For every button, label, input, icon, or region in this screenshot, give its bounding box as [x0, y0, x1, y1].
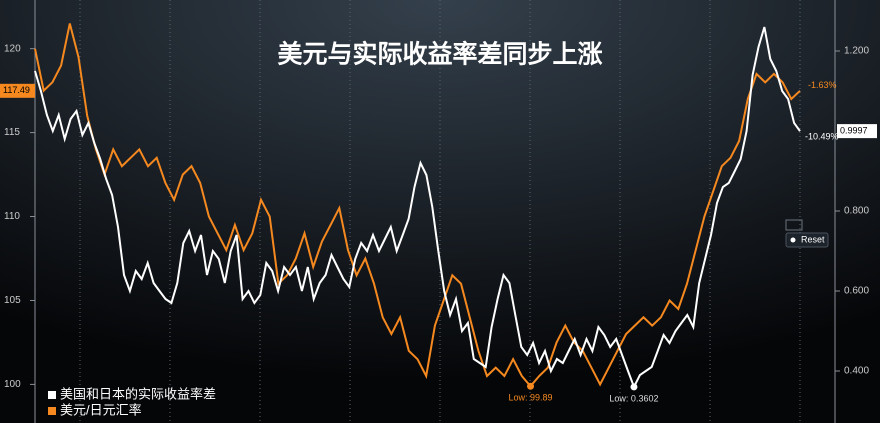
low-label: Low: 99.89	[508, 393, 552, 403]
reset-label[interactable]: Reset	[801, 234, 825, 244]
y-tick-label: 110	[4, 211, 20, 222]
series-line	[34, 23, 801, 388]
legend-label: 美国和日本的实际收益率差	[60, 386, 216, 401]
y-tick-label: 100	[4, 379, 21, 390]
last-label: 0.9997	[840, 125, 868, 135]
reset-icon[interactable]	[790, 237, 796, 243]
y2-tick-label: 0.800	[844, 206, 869, 217]
low-marker	[527, 382, 535, 390]
legend-label: 美元/日元汇率	[60, 402, 142, 417]
y-tick-label: 115	[4, 127, 20, 138]
low-marker	[630, 383, 638, 391]
last-box	[0, 83, 35, 98]
last-label: 117.49	[3, 85, 30, 95]
legend-swatch	[48, 391, 56, 399]
last-box	[837, 124, 877, 139]
y2-tick-label: 0.600	[844, 286, 869, 297]
series-line	[34, 26, 801, 390]
chart-icon	[785, 219, 803, 231]
low-label: Low: 0.3602	[609, 393, 658, 403]
legend-swatch	[48, 407, 56, 415]
y2-tick-label: 0.400	[844, 366, 869, 377]
reset-box[interactable]	[785, 232, 829, 248]
reset-button[interactable]: Reset	[785, 232, 829, 248]
y2-tick-label: 1.200	[844, 46, 869, 57]
y-tick-label: 120	[4, 43, 21, 54]
change-label: -1.63%	[808, 80, 837, 90]
v-grid	[79, 0, 801, 423]
y-tick-label: 105	[4, 295, 21, 306]
chart-title: 美元与实际收益率差同步上涨	[277, 40, 602, 69]
change-label: -10.49%	[805, 131, 839, 141]
